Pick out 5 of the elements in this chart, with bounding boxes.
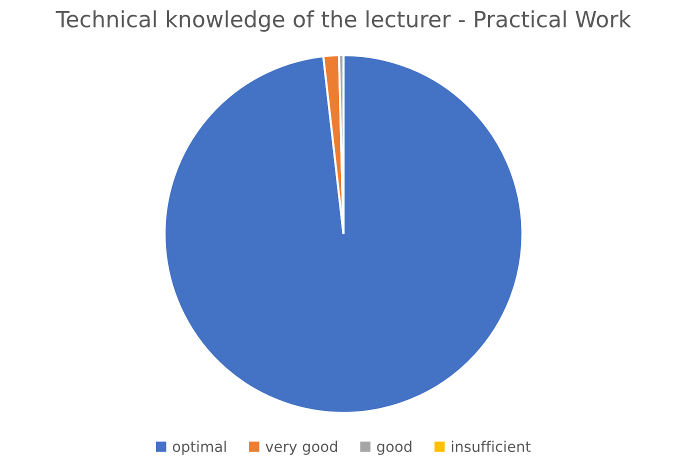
legend-label: good bbox=[377, 440, 412, 455]
legend-label: insufficient bbox=[452, 440, 531, 452]
chart-title: Technical knowledge of the lecturer - Practical Work bbox=[56, 10, 632, 32]
legend-label: very good bbox=[266, 440, 338, 455]
legend-label: optimal bbox=[172, 440, 226, 455]
